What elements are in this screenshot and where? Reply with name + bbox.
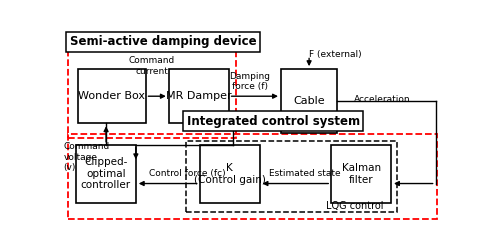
Bar <box>68 134 438 219</box>
Bar <box>281 69 337 133</box>
Bar <box>78 69 146 123</box>
Bar <box>169 69 229 123</box>
Text: Cable: Cable <box>293 96 325 106</box>
Text: Damping
force (f): Damping force (f) <box>230 72 270 91</box>
Text: K
(Control gain): K (Control gain) <box>194 163 265 185</box>
Bar <box>186 141 397 212</box>
Text: F (external): F (external) <box>309 50 362 59</box>
Text: Command
current: Command current <box>129 56 175 76</box>
Text: Acceleration: Acceleration <box>354 94 411 104</box>
Text: Estimated state: Estimated state <box>269 169 341 178</box>
Text: Command
voltage
(v): Command voltage (v) <box>63 142 110 172</box>
Text: Semi-active damping device: Semi-active damping device <box>70 35 256 48</box>
Text: Clipped-
optimal
controller: Clipped- optimal controller <box>81 157 131 191</box>
Text: MR Damper: MR Damper <box>166 91 232 101</box>
Text: Kalman
filter: Kalman filter <box>341 163 381 185</box>
Text: LQG control: LQG control <box>326 201 383 211</box>
Bar <box>76 145 136 203</box>
Bar <box>200 145 259 203</box>
Text: Control force (fc): Control force (fc) <box>149 169 226 178</box>
Bar <box>68 37 237 138</box>
Bar <box>331 145 391 203</box>
Text: Wonder Box: Wonder Box <box>78 91 145 101</box>
Text: Integrated control system: Integrated control system <box>187 115 360 128</box>
